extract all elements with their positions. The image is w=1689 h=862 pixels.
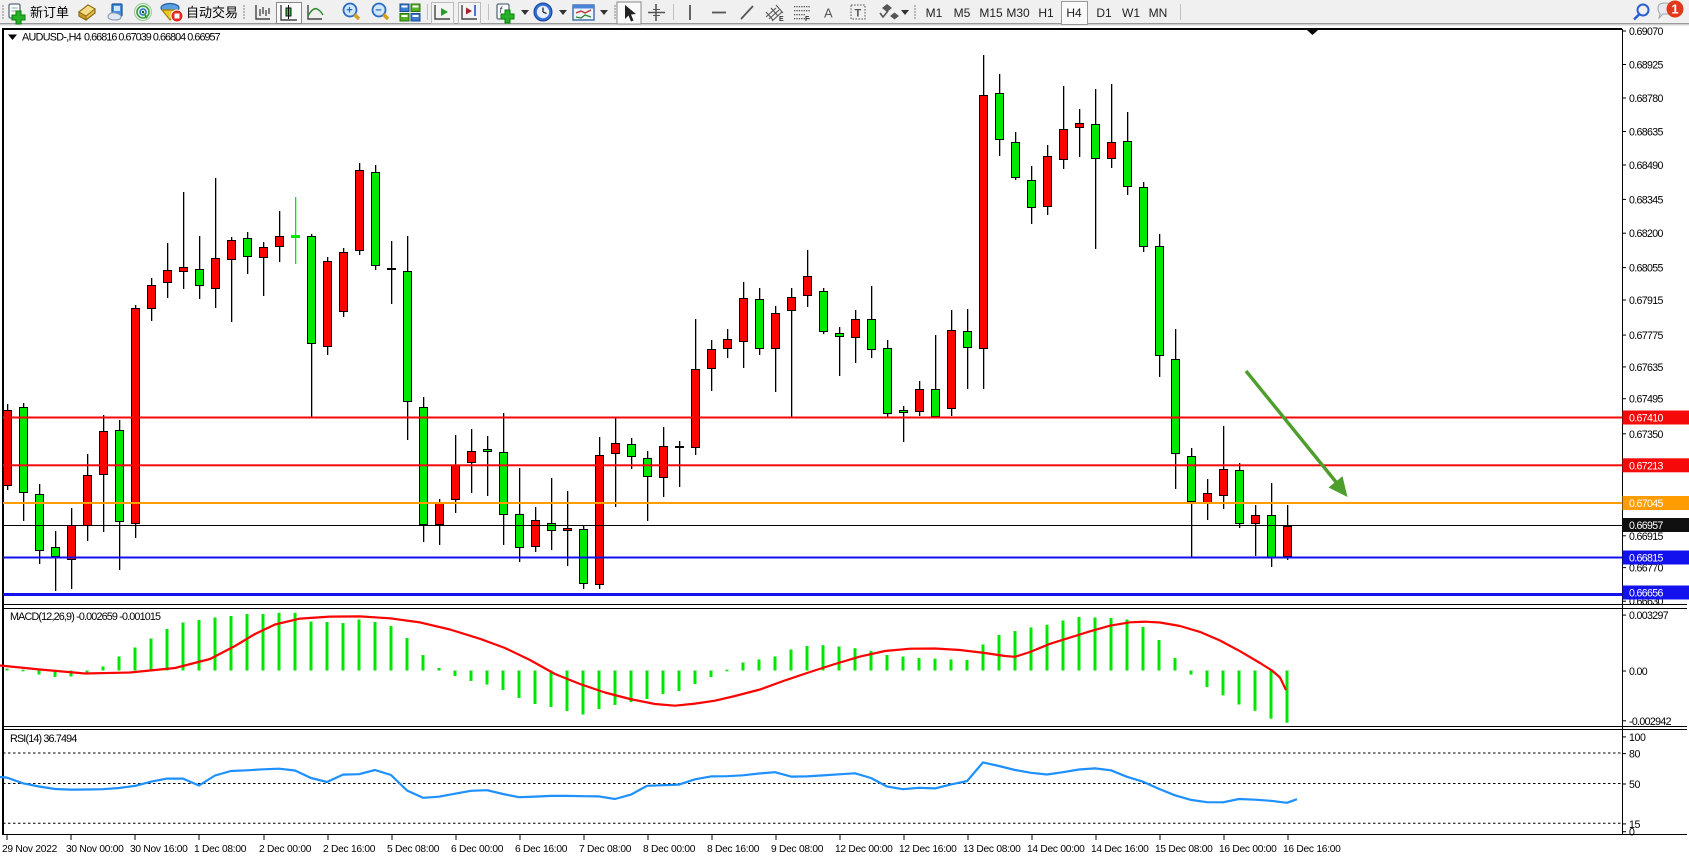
svg-text:5 Dec 08:00: 5 Dec 08:00 [387, 844, 440, 855]
svg-text:0.68345: 0.68345 [1629, 194, 1664, 206]
svg-text:M5: M5 [954, 6, 971, 20]
svg-text:100: 100 [1629, 732, 1646, 744]
svg-text:0.68490: 0.68490 [1629, 160, 1664, 172]
svg-text:0.67635: 0.67635 [1629, 362, 1664, 374]
svg-text:-0.002942: -0.002942 [1629, 716, 1672, 728]
svg-text:MN: MN [1149, 6, 1168, 20]
svg-text:50: 50 [1629, 779, 1640, 791]
svg-text:0.66656: 0.66656 [1629, 588, 1664, 600]
svg-text:D1: D1 [1096, 6, 1112, 20]
svg-text:新订单: 新订单 [30, 5, 69, 20]
svg-text:80: 80 [1629, 749, 1640, 761]
svg-text:−: − [375, 5, 381, 17]
svg-text:0.67410: 0.67410 [1629, 413, 1664, 425]
svg-text:0.67045: 0.67045 [1629, 498, 1664, 510]
svg-text:14 Dec 16:00: 14 Dec 16:00 [1091, 844, 1149, 855]
svg-text:0.68055: 0.68055 [1629, 263, 1664, 275]
svg-text:0.68635: 0.68635 [1629, 127, 1664, 139]
svg-text:0.67915: 0.67915 [1629, 295, 1664, 307]
svg-text:0.67775: 0.67775 [1629, 330, 1664, 342]
svg-text:30 Nov 00:00: 30 Nov 00:00 [66, 844, 124, 855]
svg-text:M30: M30 [1006, 6, 1030, 20]
svg-text:AUDUSD-,H4: AUDUSD-,H4 [22, 32, 82, 44]
svg-text:0.003297: 0.003297 [1629, 610, 1669, 622]
svg-text:M1: M1 [926, 6, 943, 20]
svg-text:9 Dec 08:00: 9 Dec 08:00 [771, 844, 824, 855]
svg-text:MACD(12,26,9) -0.002659 -0.001: MACD(12,26,9) -0.002659 -0.001015 [10, 611, 161, 623]
svg-text:0.69070: 0.69070 [1629, 26, 1664, 38]
svg-text:0.68780: 0.68780 [1629, 93, 1664, 105]
svg-text:2 Dec 16:00: 2 Dec 16:00 [323, 844, 376, 855]
svg-text:15 Dec 08:00: 15 Dec 08:00 [1155, 844, 1213, 855]
svg-text:f: f [500, 5, 504, 15]
svg-text:14 Dec 00:00: 14 Dec 00:00 [1027, 844, 1085, 855]
svg-text:0.68925: 0.68925 [1629, 60, 1664, 72]
svg-text:16 Dec 00:00: 16 Dec 00:00 [1219, 844, 1277, 855]
svg-text:RSI(14) 36.7494: RSI(14) 36.7494 [10, 733, 77, 745]
svg-text:T: T [855, 8, 862, 20]
svg-text:0.68200: 0.68200 [1629, 228, 1664, 240]
svg-text:0.66770: 0.66770 [1629, 563, 1664, 575]
svg-text:M15: M15 [979, 6, 1003, 20]
svg-text:1: 1 [1671, 2, 1678, 17]
svg-text:6 Dec 00:00: 6 Dec 00:00 [451, 844, 504, 855]
svg-text:8 Dec 00:00: 8 Dec 00:00 [643, 844, 696, 855]
svg-text:0.00: 0.00 [1629, 666, 1648, 678]
svg-text:A: A [824, 6, 833, 21]
svg-text:6 Dec 16:00: 6 Dec 16:00 [515, 844, 568, 855]
svg-text:H1: H1 [1038, 6, 1054, 20]
svg-text:E: E [779, 16, 784, 23]
svg-text:自动交易: 自动交易 [186, 5, 238, 20]
svg-text:8 Dec 16:00: 8 Dec 16:00 [707, 844, 760, 855]
svg-text:F: F [805, 16, 810, 23]
svg-text:12 Dec 16:00: 12 Dec 16:00 [899, 844, 957, 855]
svg-text:12 Dec 00:00: 12 Dec 00:00 [835, 844, 893, 855]
svg-text:29 Nov 2022: 29 Nov 2022 [2, 844, 58, 855]
svg-text:0.66957: 0.66957 [1629, 520, 1664, 532]
svg-text:0.66915: 0.66915 [1629, 531, 1664, 543]
svg-text:0.67495: 0.67495 [1629, 394, 1664, 406]
svg-text:2 Dec 00:00: 2 Dec 00:00 [259, 844, 312, 855]
svg-text:+: + [346, 5, 352, 17]
svg-text:W1: W1 [1122, 6, 1140, 20]
svg-text:0.67213: 0.67213 [1629, 460, 1664, 472]
svg-text:0: 0 [1629, 827, 1635, 839]
svg-text:0.66815: 0.66815 [1629, 553, 1664, 565]
svg-text:30 Nov 16:00: 30 Nov 16:00 [130, 844, 188, 855]
svg-text:1 Dec 08:00: 1 Dec 08:00 [194, 844, 247, 855]
svg-text:16 Dec 16:00: 16 Dec 16:00 [1283, 844, 1341, 855]
svg-text:0.66816 0.67039 0.66804 0.6695: 0.66816 0.67039 0.66804 0.66957 [84, 32, 221, 44]
svg-text:0.67350: 0.67350 [1629, 429, 1664, 441]
svg-text:15: 15 [1629, 819, 1640, 831]
svg-text:13 Dec 08:00: 13 Dec 08:00 [963, 844, 1021, 855]
svg-text:H4: H4 [1066, 6, 1082, 20]
svg-text:7 Dec 08:00: 7 Dec 08:00 [579, 844, 632, 855]
